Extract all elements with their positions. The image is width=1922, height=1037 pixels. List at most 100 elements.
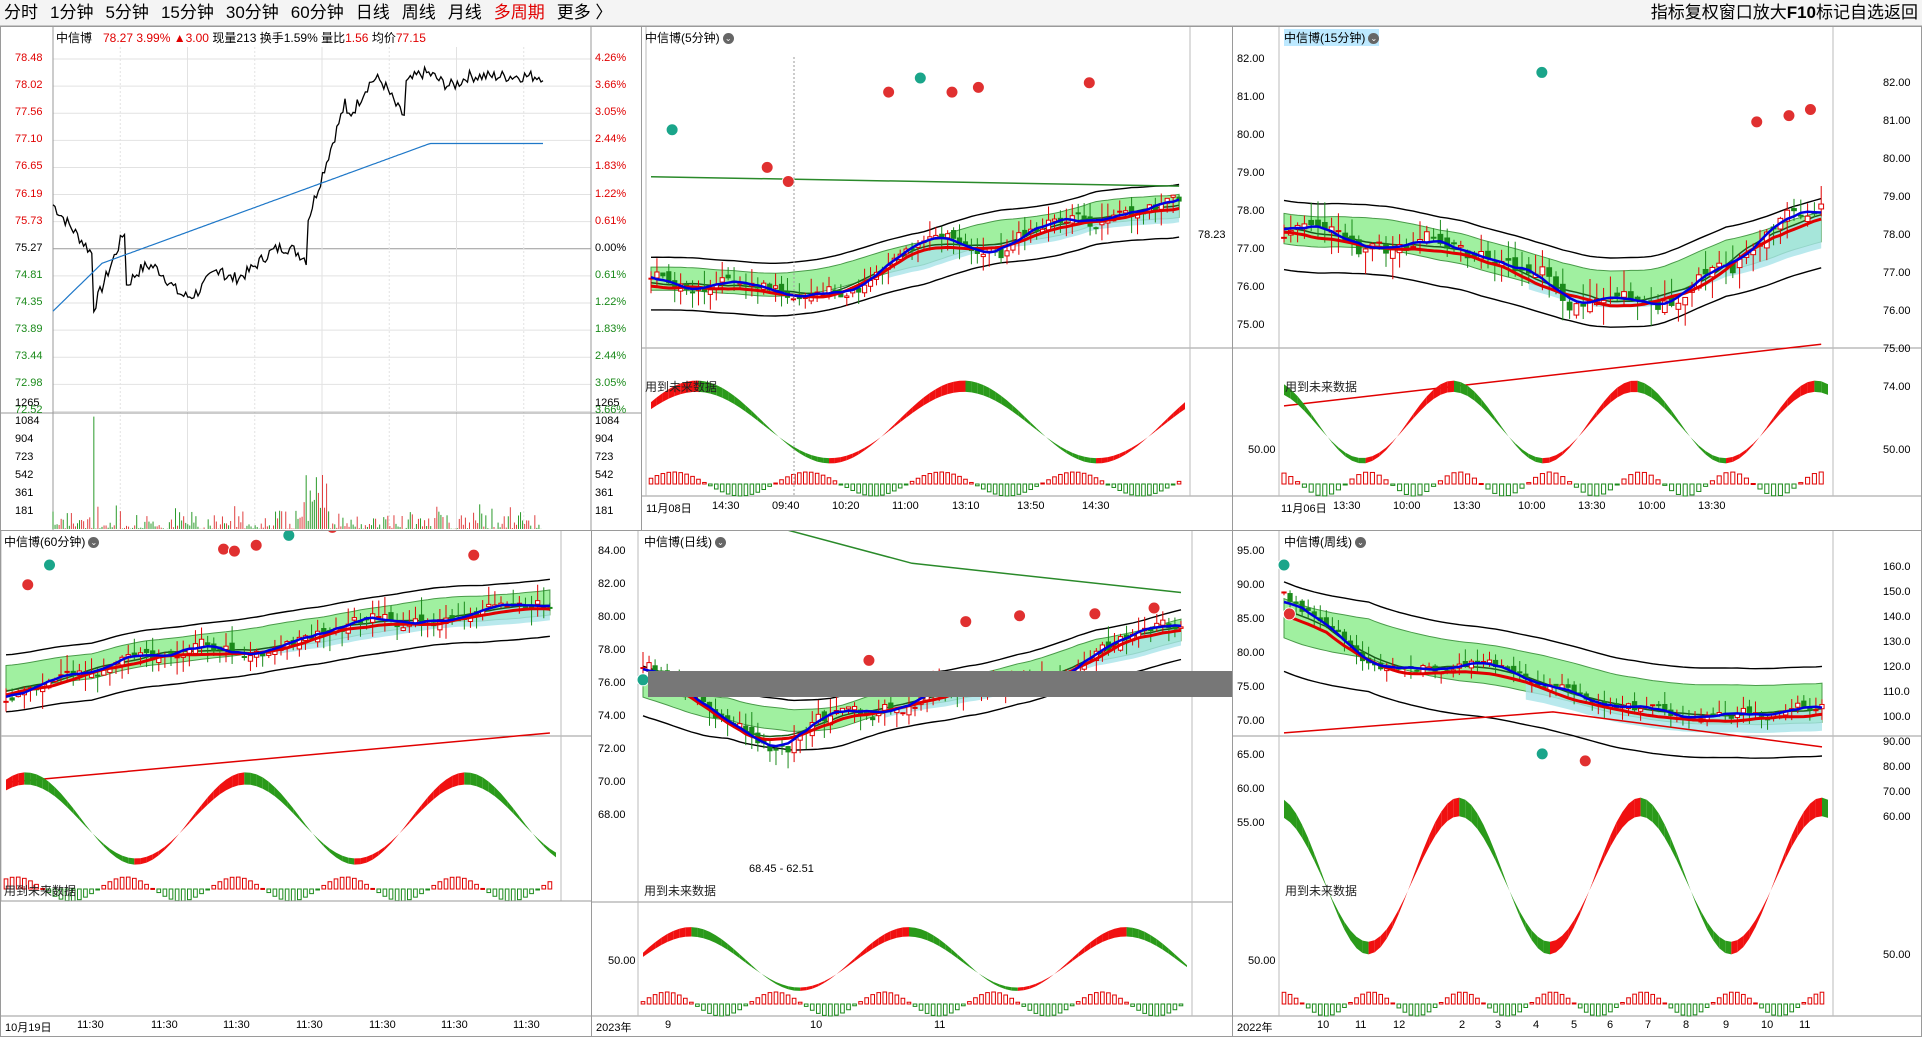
macd-ribbon-segment bbox=[1707, 921, 1714, 941]
macd-ribbon-segment bbox=[1542, 457, 1550, 464]
volume-hist-bar bbox=[1431, 483, 1437, 487]
tab-1min[interactable]: 1分钟 bbox=[50, 3, 94, 22]
indicator-button[interactable]: 指标 bbox=[1650, 3, 1685, 22]
macd-ribbon-segment bbox=[360, 856, 367, 865]
tab-15min[interactable]: 15分钟 bbox=[160, 3, 214, 22]
macd-ribbon-segment bbox=[397, 828, 404, 837]
macd-ribbon-segment bbox=[1590, 410, 1597, 424]
macd-ribbon-segment bbox=[140, 856, 147, 865]
p15-sub-tick: 50.00 bbox=[1248, 444, 1276, 456]
sell-signal-icon bbox=[1147, 601, 1161, 615]
vol-tick-right-2: 904 bbox=[595, 433, 614, 445]
candle-body bbox=[980, 253, 986, 258]
adjust-button[interactable]: 复权 bbox=[1684, 3, 1719, 22]
macd-ribbon-segment bbox=[1637, 380, 1645, 394]
tab-weekly[interactable]: 周线 bbox=[401, 3, 436, 22]
volume-hist-bar bbox=[1356, 474, 1362, 485]
volume-hist-bar bbox=[1517, 1003, 1523, 1013]
kline-60min-pane[interactable]: 中信博(60分钟) ⌄ 用到未来数据 10月19日 11:30 11:30 11:30 1… bbox=[0, 530, 593, 1037]
chevron-down-icon[interactable]: ⌄ bbox=[1355, 537, 1366, 549]
macd-ribbon-segment bbox=[872, 937, 879, 949]
macd-ribbon-segment bbox=[788, 986, 795, 991]
chevron-down-icon[interactable]: ⌄ bbox=[1368, 33, 1380, 45]
pct-tick-12: 3.05% bbox=[595, 377, 627, 390]
tab-more[interactable]: 更多 〉 bbox=[556, 3, 613, 22]
candle-body bbox=[174, 656, 180, 659]
back-button[interactable]: 返回 bbox=[1884, 3, 1918, 22]
zoom-button[interactable]: 放大 bbox=[1752, 3, 1787, 22]
lower-band-line bbox=[651, 236, 1180, 317]
tab-30min[interactable]: 30分钟 bbox=[225, 3, 279, 22]
tab-monthly[interactable]: 月线 bbox=[447, 3, 482, 22]
tab-intraday[interactable]: 分时 bbox=[4, 3, 38, 22]
volume-hist-bar bbox=[22, 877, 27, 890]
volume-hist-bar bbox=[1166, 1003, 1172, 1014]
volume-hist-bar bbox=[838, 483, 844, 486]
volume-hist-bar bbox=[1771, 1003, 1776, 1016]
volume-hist-bar bbox=[327, 881, 333, 890]
macd-ribbon-segment bbox=[1760, 427, 1767, 437]
macd-ribbon-segment bbox=[1815, 797, 1822, 818]
kline-daily-pane[interactable]: 中信博(日线) ⌄ 用到未来数据 68.45 - 62.51 84.00 82.00… bbox=[591, 530, 1234, 1037]
watchlist-button[interactable]: 自选 bbox=[1850, 3, 1884, 22]
volume-hist-bar bbox=[89, 888, 94, 895]
macd-ribbon-segment bbox=[109, 848, 116, 858]
pweek-candlestick-chart bbox=[1233, 531, 1921, 1017]
macd-ribbon-segment bbox=[1634, 797, 1641, 818]
volume-hist-bar bbox=[1696, 483, 1702, 492]
candle-body bbox=[1293, 601, 1299, 604]
mark-button[interactable]: 标记 bbox=[1816, 3, 1850, 22]
volume-hist-bar bbox=[719, 1003, 724, 1017]
volume-hist-bar bbox=[150, 887, 155, 890]
kline-5min-pane[interactable]: 中信博(5分钟) ⌄ 用到未来数据 78.23 11月08日 14:30 09:40 1… bbox=[641, 26, 1234, 532]
macd-ribbon-segment bbox=[1417, 850, 1423, 872]
macd-ribbon-segment bbox=[1592, 866, 1599, 885]
kline-15min-pane[interactable]: 中信博(15分钟) ⌄ 用到未来数据 82.00 81.00 80.00 79.00 78… bbox=[1232, 26, 1922, 532]
tab-5min[interactable]: 5分钟 bbox=[105, 3, 149, 22]
chevron-down-icon[interactable]: ⌄ bbox=[715, 537, 726, 549]
volume-hist-bar bbox=[707, 1003, 712, 1014]
macd-ribbon-segment bbox=[482, 777, 489, 793]
macd-ribbon-segment bbox=[1501, 426, 1509, 437]
tab-multi-period[interactable]: 多周期 bbox=[493, 3, 545, 22]
volume-hist-bar bbox=[1813, 993, 1819, 1005]
volume-hist-bar bbox=[1798, 482, 1804, 485]
macd-ribbon-segment bbox=[1787, 391, 1794, 407]
intraday-chart-pane[interactable]: 中信博 78.27 3.99% ▲3.00 现量213 换手1.59% 量比1.… bbox=[0, 26, 643, 532]
volume-hist-bar bbox=[1130, 1003, 1135, 1007]
f10-button[interactable]: F10 bbox=[1786, 3, 1816, 22]
tab-daily[interactable]: 日线 bbox=[355, 3, 390, 22]
window-button[interactable]: 窗口 bbox=[1718, 3, 1753, 22]
volume-hist-bar bbox=[1463, 991, 1468, 1005]
macd-ribbon-segment bbox=[1005, 986, 1012, 991]
volume-hist-bar bbox=[1087, 994, 1093, 1005]
kline-weekly-pane[interactable]: 中信博(周线) ⌄ 用到未来数据 95.00 90.00 85.00 80.00 75.0… bbox=[1232, 530, 1922, 1037]
volume-hist-bar bbox=[1094, 992, 1099, 1005]
volume-hist-bar bbox=[1546, 471, 1552, 485]
macd-ribbon-segment bbox=[1125, 447, 1132, 455]
pweek-rtick-1: 150.0 bbox=[1883, 586, 1911, 598]
macd-ribbon-segment bbox=[1454, 380, 1461, 394]
volume-hist-bar bbox=[767, 992, 773, 1005]
volume-hist-bar bbox=[125, 876, 131, 890]
macd-ribbon-segment bbox=[697, 927, 704, 939]
macd-ribbon-segment bbox=[1120, 927, 1127, 937]
macd-ribbon-segment bbox=[1522, 449, 1529, 459]
macd-ribbon-segment bbox=[745, 405, 752, 417]
macd-ribbon-segment bbox=[1331, 441, 1339, 450]
tab-60min[interactable]: 60分钟 bbox=[290, 3, 344, 22]
chevron-down-icon[interactable]: ⌄ bbox=[722, 33, 734, 45]
p5-xtick-2: 09:40 bbox=[772, 500, 800, 512]
sell-signal-icon bbox=[781, 174, 795, 188]
macd-ribbon-segment bbox=[673, 928, 680, 940]
macd-ribbon-segment bbox=[975, 970, 982, 976]
macd-ribbon-segment bbox=[656, 392, 663, 406]
p15-title: 中信博(15分钟) ⌄ bbox=[1284, 29, 1380, 46]
chevron-down-icon[interactable]: ⌄ bbox=[88, 537, 100, 549]
candle-body bbox=[376, 616, 382, 619]
volume-hist-bar bbox=[672, 471, 678, 485]
macd-ribbon-segment bbox=[1794, 385, 1801, 401]
candle-body bbox=[1702, 268, 1709, 275]
macd-ribbon-segment bbox=[244, 772, 251, 785]
sell-signal-icon bbox=[326, 531, 338, 534]
